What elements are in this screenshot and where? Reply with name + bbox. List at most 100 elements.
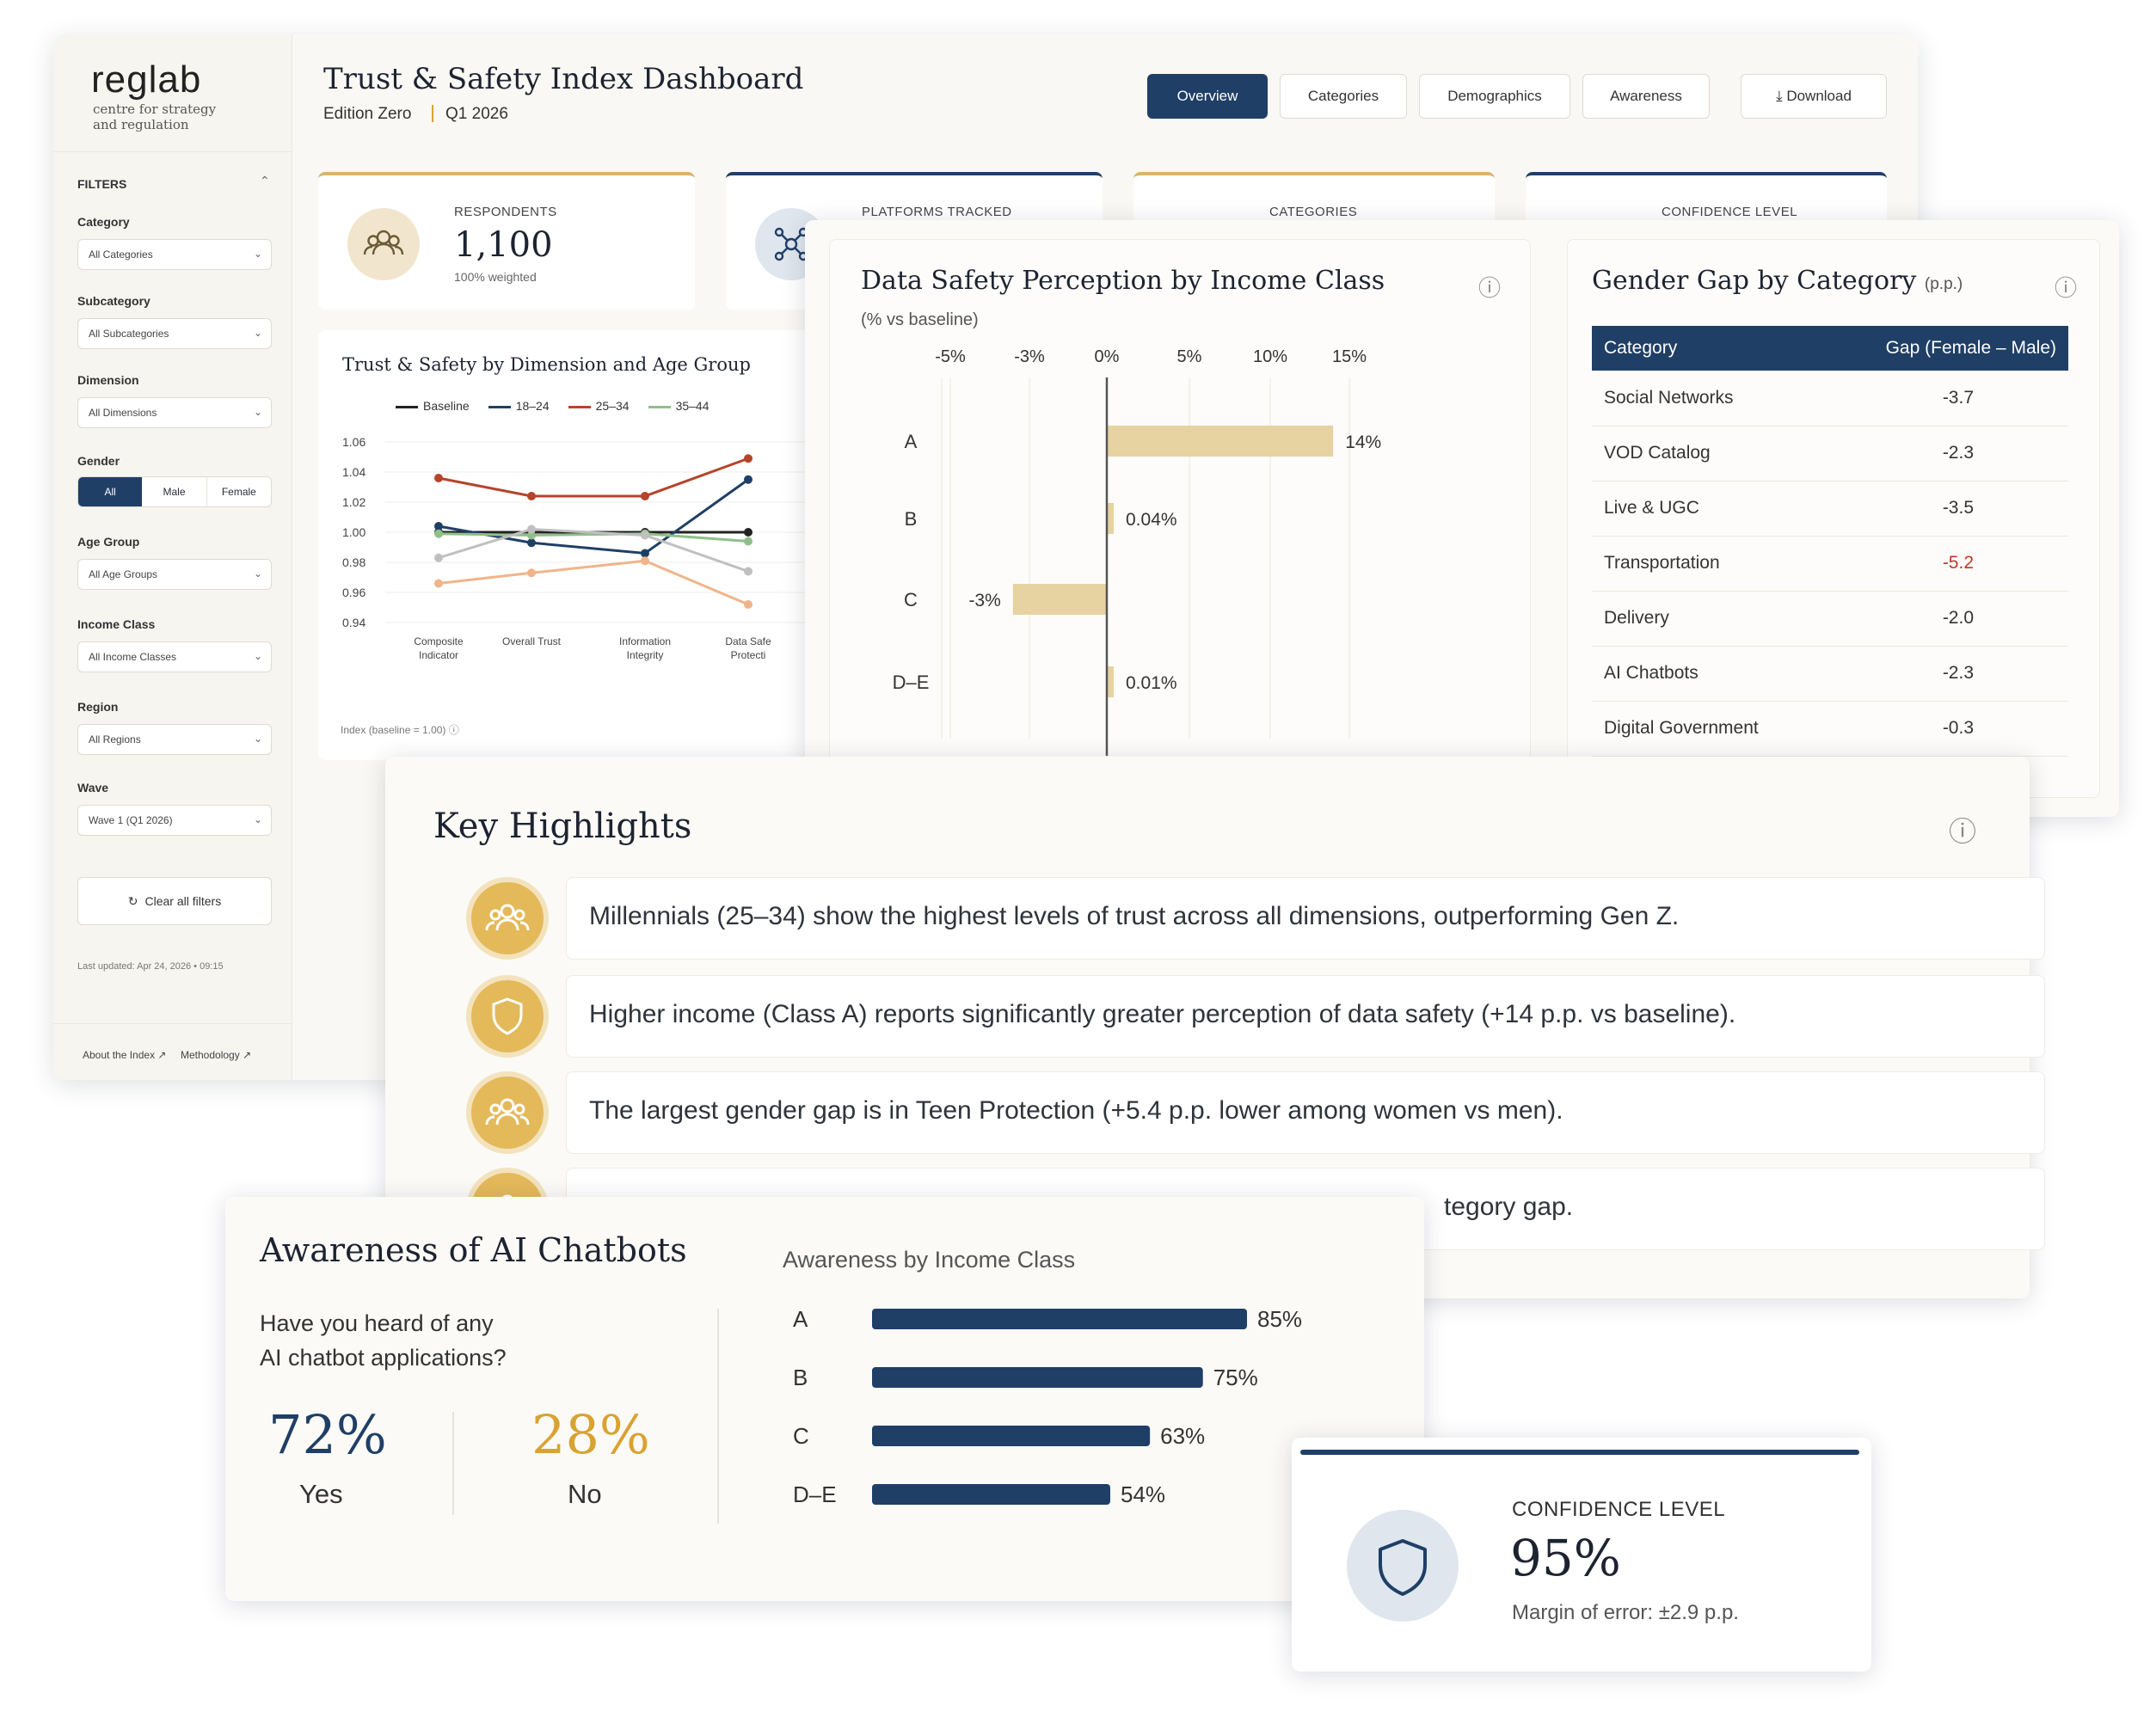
dimension-select-value: All Dimensions [89,407,157,419]
line-chart-note: Index (baseline = 1.00) ⓘ [341,722,459,737]
region-select[interactable]: All Regions ⌄ [77,724,272,755]
x-tick-label: Overall Trust [502,635,562,647]
highlight-text: Millennials (25–34) show the highest lev… [566,877,2045,960]
category-cell: VOD Catalog [1592,426,1821,482]
edition-label: Edition Zero [323,105,412,123]
gender-option-male[interactable]: Male [142,477,207,506]
subcategory-select-value: All Subcategories [89,328,169,340]
gender-option-female[interactable]: Female [221,486,256,498]
info-icon[interactable]: ⓘ [1478,275,1502,301]
chevron-down-icon: ⌄ [253,650,262,662]
bar [872,1309,1247,1329]
divider [452,1412,454,1515]
tab-categories[interactable]: Categories [1280,74,1407,119]
data-point [744,528,752,537]
income-chart-plot: -5% -3% 0% 5% 10% 15% A 14% B 0.04% C -3% D–E 0.01% [893,347,1381,756]
confidence-top-bar [1300,1450,1859,1455]
column-header-gap: Gap (Female – Male) [1820,326,2068,371]
gender-gap-table: Category Gap (Female – Male) Social Netw… [1592,326,2068,757]
margin-of-error: Margin of error: ±2.9 p.p. [1512,1601,1739,1624]
gender-gap-title-text: Gender Gap by Category [1592,266,1917,296]
income-chart-subtitle: (% vs baseline) [861,310,979,329]
about-index-link[interactable]: About the Index ↗ [83,1049,166,1061]
subcategory-select[interactable]: All Subcategories ⌄ [77,318,272,349]
category-select-value: All Categories [89,248,153,261]
info-icon[interactable]: ⓘ [1949,816,1977,847]
chevron-down-icon: ⌄ [253,733,262,745]
legend-swatch [568,405,591,408]
people-icon [347,208,420,280]
category-cell: Digital Government [1592,701,1821,757]
y-tick-label: 1.02 [342,495,366,509]
clear-filters-button[interactable]: ↻ Clear all filters [77,877,272,925]
category-select[interactable]: All Categories ⌄ [77,239,272,270]
y-tick-label: 0.98 [342,555,366,569]
data-point [641,549,649,558]
brand-tagline: and regulation [93,117,189,132]
wave-select-value: Wave 1 (Q1 2026) [89,814,173,826]
data-label: 0.01% [1126,673,1177,693]
info-icon[interactable]: ⓘ [2055,275,2078,301]
data-point [641,531,649,540]
download-icon: ⤓ [1776,88,1783,104]
gender-toggle: All Male Female [77,476,272,507]
income-class-select[interactable]: All Income Classes ⌄ [77,641,272,672]
category-cell: AI Chatbots [1592,646,1821,702]
external-link-icon: ↗ [243,1049,252,1061]
gap-cell: -0.3 [1820,701,2068,757]
data-point [641,556,649,566]
gap-cell: -2.3 [1820,426,2068,482]
x-tick-label: -5% [935,347,966,366]
awareness-card: Awareness of AI Chatbots Have you heard … [225,1197,1424,1601]
gender-gap-unit: (p.p.) [1924,275,1963,293]
series-line [438,457,749,498]
people-icon [471,1077,544,1149]
series-line [438,532,749,543]
gap-cell: -5.2 [1820,536,2068,592]
category-label: B [793,1365,808,1390]
income-chart-title: Data Safety Perception by Income Class [861,266,1385,296]
download-button[interactable]: ⤓ Download [1741,74,1887,119]
legend-item: Baseline [396,399,470,413]
collapse-chevron-icon[interactable]: ⌃ [260,174,270,187]
age-group-select[interactable]: All Age Groups ⌄ [77,559,272,590]
platforms-label: PLATFORMS TRACKED [862,205,1012,219]
dimension-select[interactable]: All Dimensions ⌄ [77,397,272,428]
category-label: A [905,431,918,452]
age-group-select-value: All Age Groups [89,568,158,580]
legend-item: 25–34 [568,399,630,413]
table-row: Digital Government -0.3 [1592,701,2068,757]
legend-swatch [648,405,671,408]
line-chart-title: Trust & Safety by Dimension and Age Grou… [342,354,751,375]
data-point [641,492,649,500]
tab-demographics[interactable]: Demographics [1419,74,1570,119]
clear-filters-label: Clear all filters [144,894,222,908]
data-point [434,529,443,538]
x-tick-label: Composite [414,635,464,647]
data-label: 54% [1121,1481,1165,1507]
wave-select[interactable]: Wave 1 (Q1 2026) ⌄ [77,805,272,836]
awareness-no-label: No [568,1479,602,1509]
data-point [434,522,443,531]
people-icon [471,882,544,954]
tab-overview[interactable]: Overview [1147,74,1268,119]
line-chart-note-text: Index (baseline = 1.00) [341,724,446,736]
info-icon[interactable]: ⓘ [448,724,459,736]
gender-gap-card: Gender Gap by Category (p.p.) ⓘ Category… [1567,239,2100,798]
legend-label: Baseline [423,399,470,413]
data-label: -3% [968,591,1000,610]
confidence-label-base: CONFIDENCE LEVEL [1662,205,1798,219]
x-tick-label: Information [619,635,671,647]
gap-cell: -2.0 [1820,591,2068,647]
gender-option-all[interactable]: All [78,477,143,506]
confidence-label: CONFIDENCE LEVEL [1512,1498,1726,1521]
data-point [527,568,536,578]
highlight-text: Higher income (Class A) reports signific… [566,975,2045,1058]
tab-awareness[interactable]: Awareness [1582,74,1710,119]
awareness-question: AI chatbot applications? [260,1345,507,1371]
methodology-label: Methodology [181,1049,240,1061]
about-index-label: About the Index [83,1049,156,1061]
bar [1107,666,1114,697]
methodology-link[interactable]: Methodology ↗ [181,1049,251,1061]
x-tick-label: 5% [1177,347,1202,366]
